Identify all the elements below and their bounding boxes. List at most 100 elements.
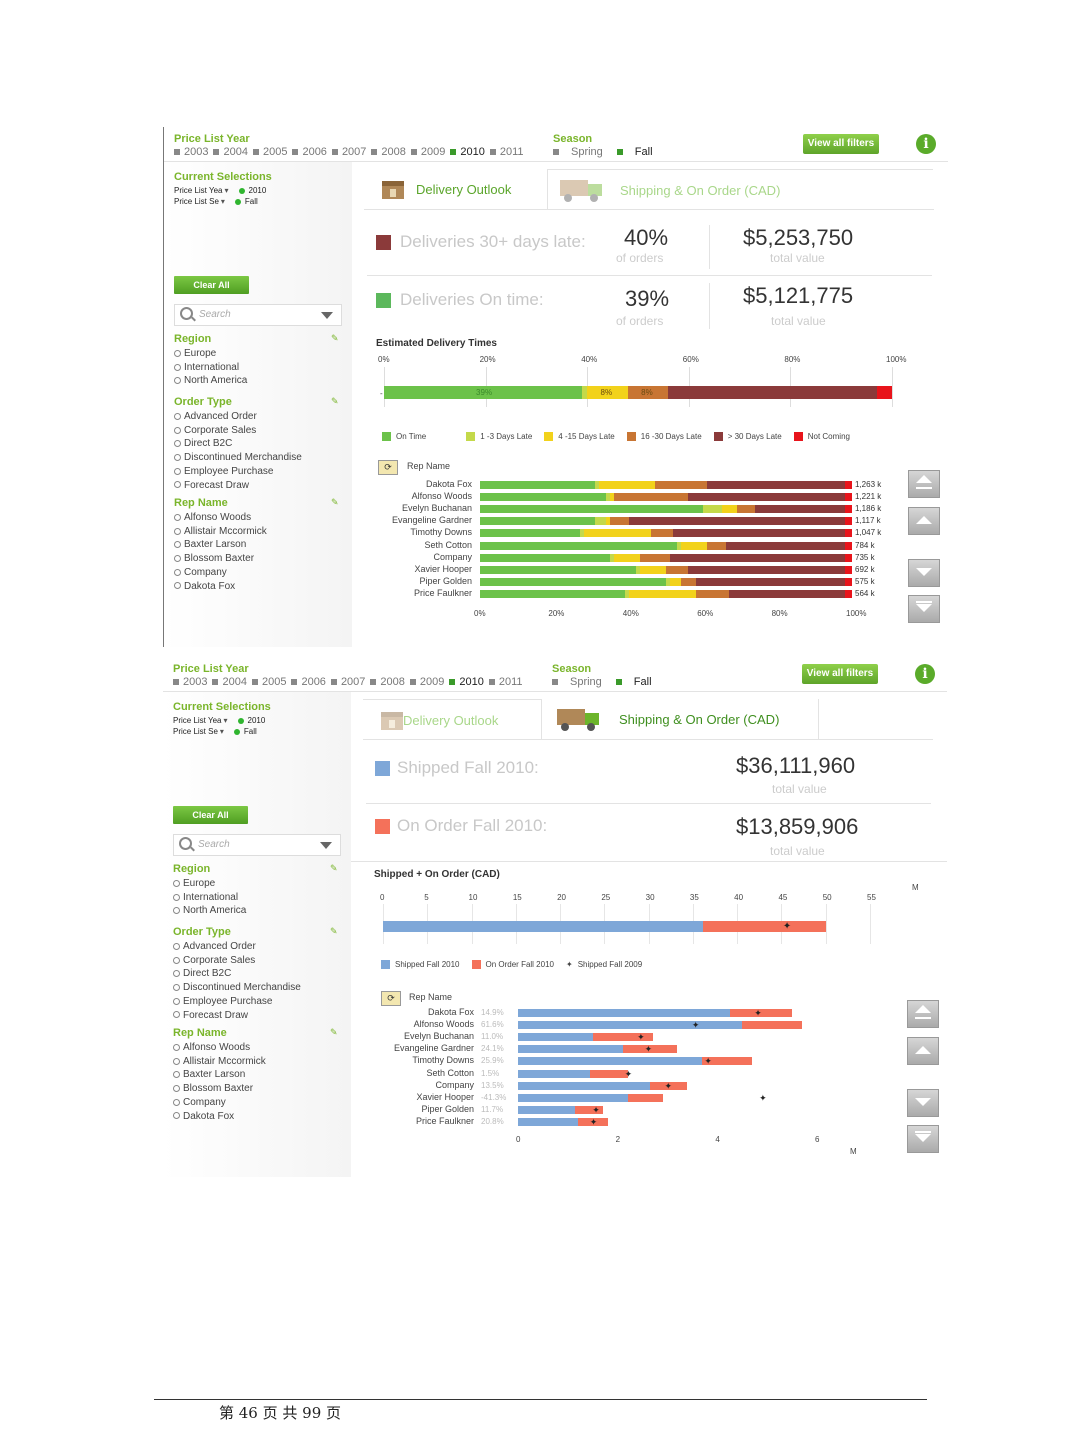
bar-segment[interactable] xyxy=(610,493,614,502)
bar-segment[interactable] xyxy=(651,529,674,538)
season-option-spring[interactable]: Spring xyxy=(552,676,602,688)
rep-name-item[interactable]: Blossom Baxter xyxy=(173,1083,253,1094)
legend-item[interactable]: 4 -15 Days Late xyxy=(544,432,615,442)
bar-segment[interactable] xyxy=(480,541,678,550)
scroll-up-button[interactable] xyxy=(908,507,940,535)
legend-item[interactable]: 1 -3 Days Late xyxy=(466,432,532,442)
dropdown-icon[interactable]: ▾ xyxy=(224,186,229,195)
bar-segment[interactable] xyxy=(654,481,707,489)
year-option-2009[interactable]: 2009 xyxy=(409,676,444,688)
bar-segment[interactable] xyxy=(480,577,666,586)
rep-name-item[interactable]: Alfonso Woods xyxy=(174,512,251,523)
region-item[interactable]: North America xyxy=(174,375,247,386)
rep-name-item[interactable]: Company xyxy=(174,567,227,578)
current-selection-row[interactable]: Price List Se ▾ Fall xyxy=(174,197,258,206)
bar-segment[interactable] xyxy=(703,505,722,514)
bar-segment[interactable] xyxy=(480,493,607,502)
onorder-bar[interactable] xyxy=(742,1021,803,1030)
shipped-bar[interactable] xyxy=(518,1009,730,1017)
region-clear-icon[interactable]: ✎ xyxy=(330,863,338,873)
info-icon[interactable]: i xyxy=(915,664,935,684)
shipped-bar[interactable] xyxy=(518,1069,591,1078)
order-type-item[interactable]: Advanced Order xyxy=(174,411,257,422)
bar-segment[interactable] xyxy=(668,386,877,399)
current-selection-row[interactable]: Price List Se ▾ Fall xyxy=(173,727,257,736)
bar-segment[interactable] xyxy=(627,386,669,399)
legend-item[interactable]: ✦ Shipped Fall 2009 xyxy=(566,960,642,969)
order-type-item[interactable]: Corporate Sales xyxy=(173,955,255,966)
shipped-bar[interactable] xyxy=(518,1033,593,1042)
shipped-bar[interactable] xyxy=(518,1081,651,1090)
legend-item[interactable]: On Time xyxy=(382,432,426,442)
rep-name-item[interactable]: Allistair Mccormick xyxy=(173,1056,266,1067)
order-type-item[interactable]: Discontinued Merchandise xyxy=(174,452,302,463)
order-type-item[interactable]: Discontinued Merchandise xyxy=(173,982,301,993)
bar-segment[interactable] xyxy=(480,481,596,489)
legend-item[interactable]: Not Coming xyxy=(793,432,850,442)
scroll-down-button[interactable] xyxy=(908,559,940,587)
onorder-bar[interactable] xyxy=(702,921,826,932)
bar-segment[interactable] xyxy=(669,577,681,586)
bar-segment[interactable] xyxy=(677,541,681,550)
dropdown-icon[interactable]: ▾ xyxy=(223,716,228,725)
dropdown-icon[interactable]: ▾ xyxy=(219,727,224,736)
bar-segment[interactable] xyxy=(666,577,670,586)
order-type-item[interactable]: Employee Purchase xyxy=(174,466,274,477)
onorder-bar[interactable] xyxy=(702,1057,753,1066)
shipped-bar[interactable] xyxy=(518,1105,576,1114)
order-type-item[interactable]: Forecast Draw xyxy=(174,480,249,491)
bar-segment[interactable] xyxy=(669,553,845,562)
current-selection-row[interactable]: Price List Yea ▾ 2010 xyxy=(174,186,266,195)
year-option-2011[interactable]: 2011 xyxy=(489,146,524,158)
year-option-2010[interactable]: 2010 xyxy=(450,146,485,158)
prev-year-marker[interactable]: ✦ xyxy=(691,1020,700,1031)
bar-segment[interactable] xyxy=(480,517,596,526)
order-type-item[interactable]: Advanced Order xyxy=(173,941,256,952)
year-option-2006[interactable]: 2006 xyxy=(291,676,326,688)
current-selection-row[interactable]: Price List Yea ▾ 2010 xyxy=(173,716,265,725)
search-input[interactable]: Search xyxy=(174,304,342,326)
rep-name-item[interactable]: Blossom Baxter xyxy=(174,553,254,564)
bar-segment[interactable] xyxy=(628,517,845,526)
bar-segment[interactable] xyxy=(680,541,707,550)
order-type-item[interactable]: Direct B2C xyxy=(174,438,232,449)
bar-segment[interactable] xyxy=(706,481,845,489)
bar-segment[interactable] xyxy=(844,517,852,526)
bar-segment[interactable] xyxy=(688,565,845,574)
bar-segment[interactable] xyxy=(695,577,845,586)
shipped-bar[interactable] xyxy=(383,921,703,932)
bar-segment[interactable] xyxy=(725,541,845,550)
bar-segment[interactable] xyxy=(844,505,852,514)
prev-year-marker[interactable]: ✦ xyxy=(754,1008,762,1018)
shipped-bar[interactable] xyxy=(518,1021,743,1030)
year-option-2007[interactable]: 2007 xyxy=(331,146,366,158)
bar-segment[interactable] xyxy=(595,517,607,526)
shipped-bar[interactable] xyxy=(518,1045,623,1054)
scroll-top-button[interactable] xyxy=(907,1000,939,1028)
shipped-bar[interactable] xyxy=(518,1117,578,1126)
year-option-2007[interactable]: 2007 xyxy=(330,676,365,688)
prev-year-marker[interactable]: ✦ xyxy=(589,1116,598,1127)
dropdown-icon[interactable]: ▾ xyxy=(220,197,225,206)
bar-segment[interactable] xyxy=(695,589,730,598)
bar-segment[interactable] xyxy=(480,589,626,598)
tab-delivery-outlook[interactable]: Delivery Outlook xyxy=(363,699,542,740)
bar-segment[interactable] xyxy=(480,553,611,562)
scroll-down-button[interactable] xyxy=(907,1089,939,1117)
year-option-2003[interactable]: 2003 xyxy=(173,676,207,688)
bar-segment[interactable] xyxy=(625,589,629,598)
bar-segment[interactable] xyxy=(680,577,696,586)
bar-segment[interactable] xyxy=(666,565,689,574)
bar-segment[interactable] xyxy=(673,529,845,538)
bar-segment[interactable] xyxy=(844,589,852,598)
bar-segment[interactable] xyxy=(595,481,600,489)
onorder-bar[interactable] xyxy=(590,1069,628,1078)
tab-shipping[interactable]: Shipping & On Order (CAD) xyxy=(547,169,933,210)
bar-segment[interactable] xyxy=(639,565,666,574)
year-option-2004[interactable]: 2004 xyxy=(212,676,247,688)
order-type-item[interactable]: Employee Purchase xyxy=(173,996,273,1007)
bar-segment[interactable] xyxy=(844,553,852,562)
onorder-bar[interactable] xyxy=(729,1009,793,1017)
bar-segment[interactable] xyxy=(613,493,689,502)
onorder-bar[interactable] xyxy=(577,1117,608,1126)
